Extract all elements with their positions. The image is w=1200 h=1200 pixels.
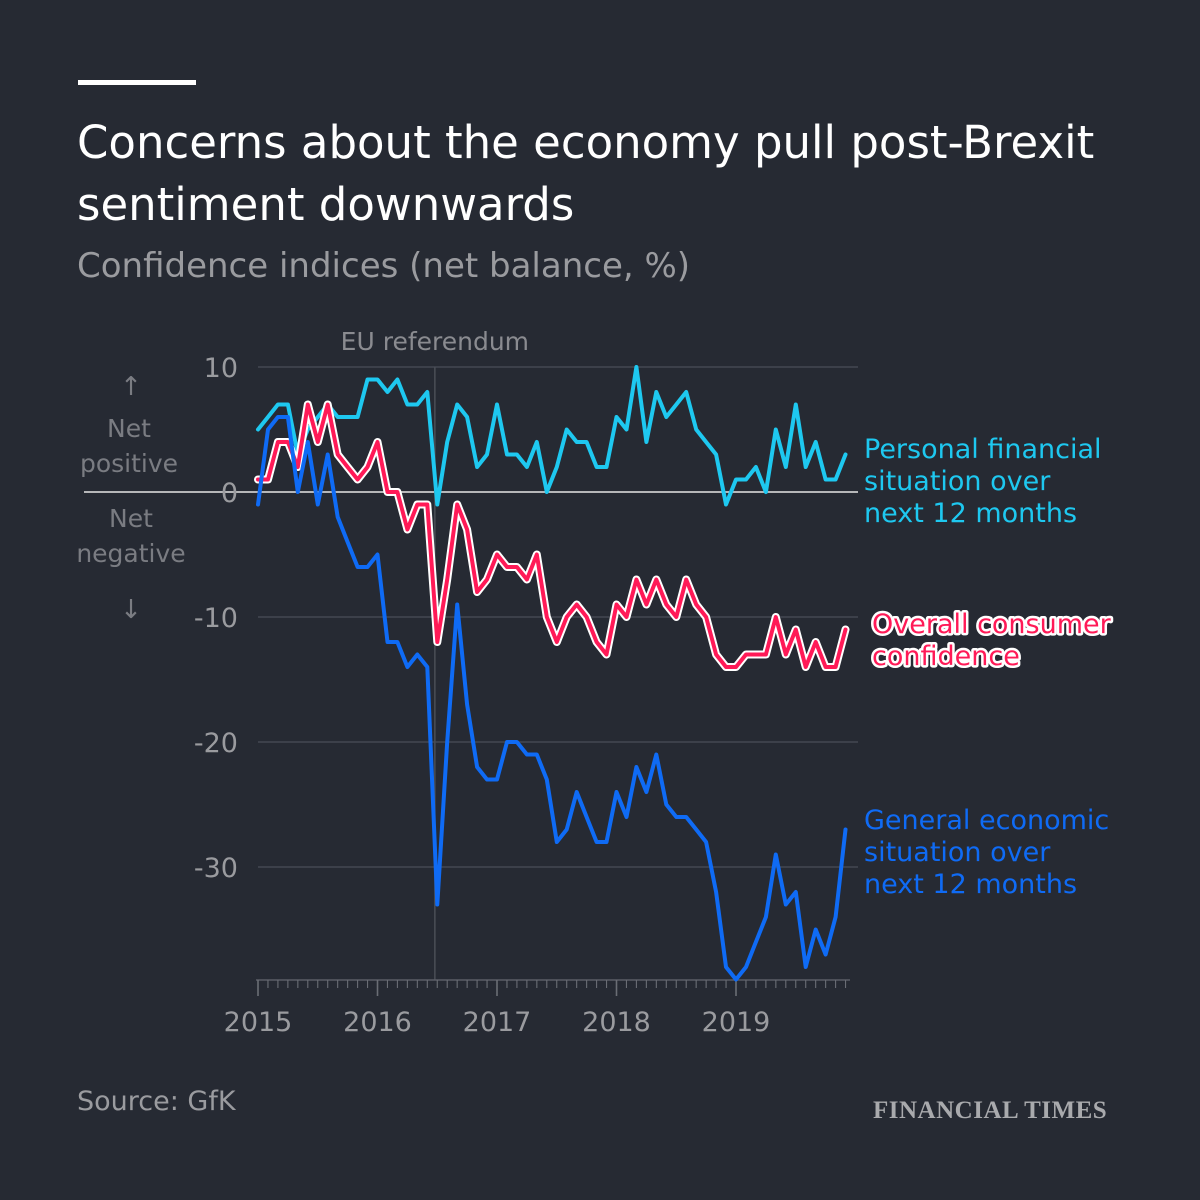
series-label-general: General economic [864, 805, 1109, 836]
line-chart: 10 0 -10 -20 -30 ↑ Net positive Net negative ↓ EU r… [76, 327, 1114, 1038]
net-negative-label: Net [109, 504, 153, 533]
y-tick-label: -20 [194, 728, 238, 759]
series-label-personal: situation over [864, 466, 1051, 497]
net-negative-label: negative [76, 539, 185, 568]
series-line-personal [256, 365, 848, 507]
series-label-personal: next 12 months [864, 498, 1077, 529]
y-tick-label: -30 [194, 853, 238, 884]
chart-title: Concerns about the economy pull post-Bre… [77, 116, 1095, 231]
x-tick-label: 2019 [702, 1007, 771, 1038]
series-line-general [256, 415, 848, 982]
x-tick-label: 2016 [343, 1007, 412, 1038]
y-tick-label: -10 [194, 603, 238, 634]
down-arrow-icon: ↓ [120, 595, 142, 625]
x-tick-label: 2017 [463, 1007, 532, 1038]
series-label-personal: Personal financial [864, 434, 1102, 465]
series-label-general: situation over [864, 837, 1051, 868]
x-tick-label: 2015 [224, 1007, 293, 1038]
header-rule [78, 80, 196, 85]
publisher-logo: FINANCIAL TIMES [873, 1097, 1108, 1124]
up-arrow-icon: ↑ [120, 372, 142, 402]
chart-subtitle: Confidence indices (net balance, %) [77, 246, 691, 286]
net-positive-label: Net [107, 414, 151, 443]
net-positive-label: positive [80, 449, 178, 478]
referendum-label: EU referendum [341, 327, 529, 356]
source-note: Source: GfK [77, 1086, 236, 1117]
series-label-overall: Overall consumer [872, 609, 1112, 640]
series-label-general: next 12 months [864, 869, 1077, 900]
series-label-overall: confidence [872, 641, 1020, 672]
axes: 10 0 -10 -20 -30 ↑ Net positive Net negative ↓ EU r… [76, 327, 850, 1038]
series-lines [254, 365, 850, 982]
gridlines [84, 366, 858, 980]
y-tick-label: 0 [221, 478, 238, 509]
y-tick-label: 10 [204, 353, 238, 384]
series-line-overall [256, 402, 848, 669]
x-tick-label: 2018 [582, 1007, 651, 1038]
